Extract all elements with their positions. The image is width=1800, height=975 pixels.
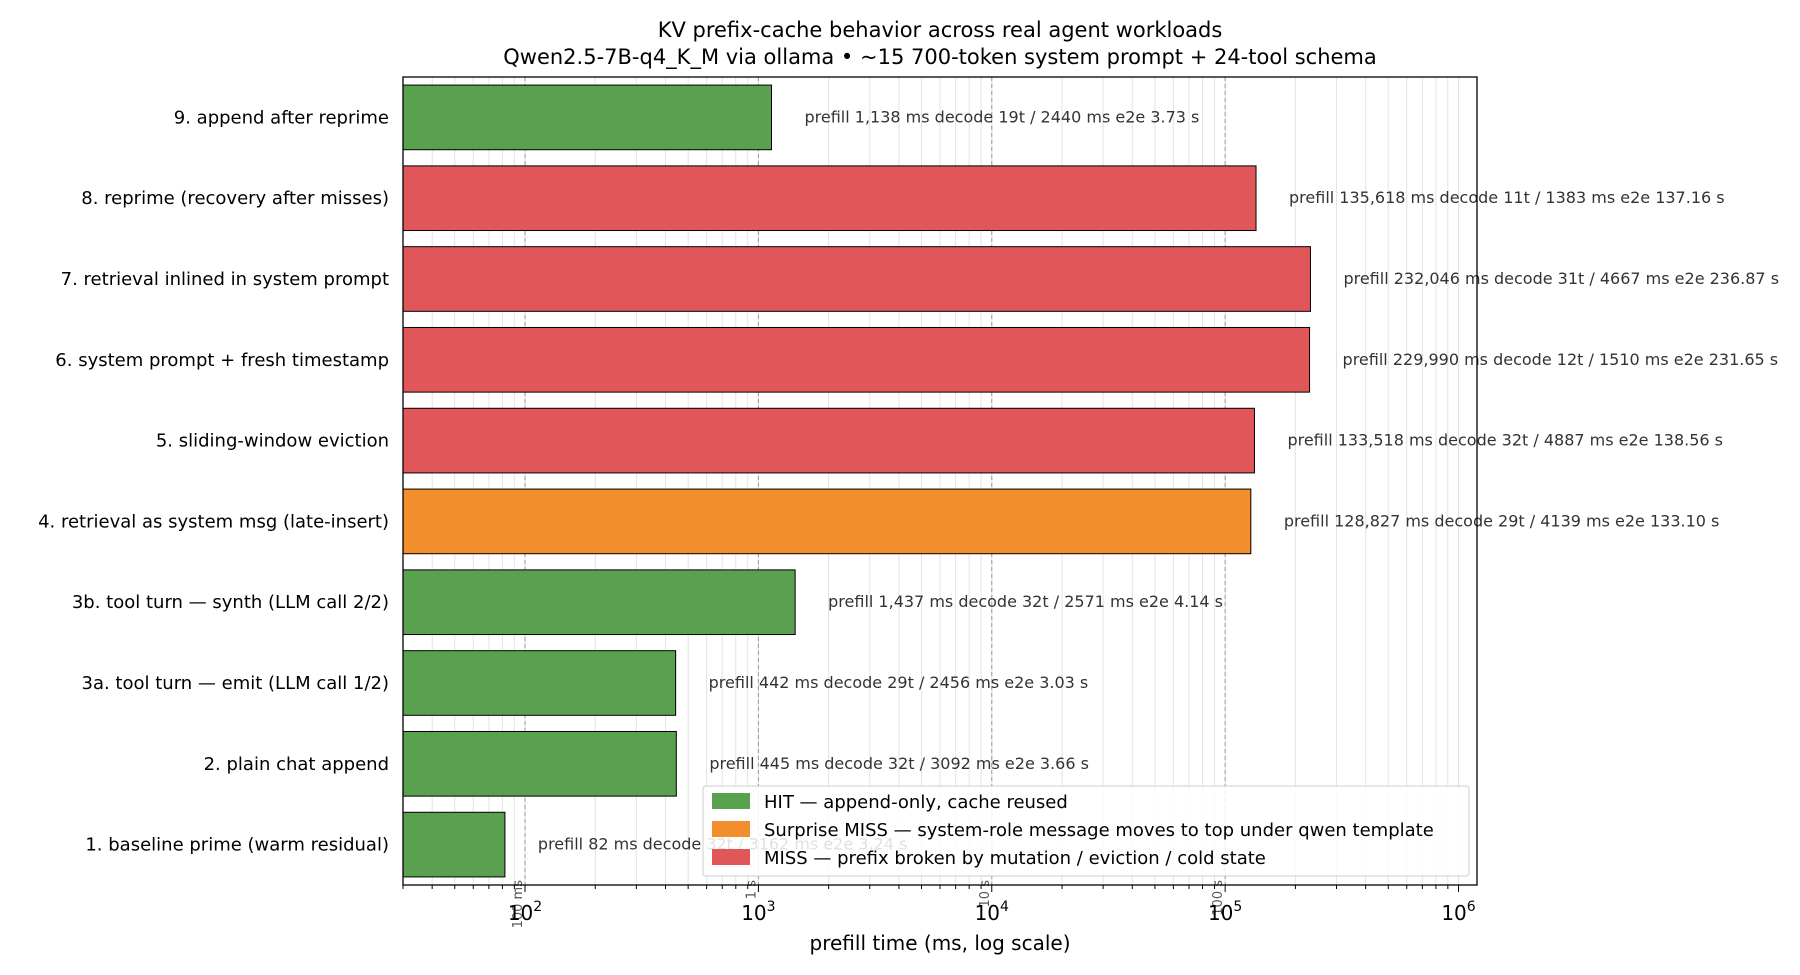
legend-swatch — [712, 793, 750, 809]
bars — [402, 84, 1311, 878]
bar-annotation: prefill 445 ms decode 32t / 3092 ms e2e … — [709, 754, 1089, 773]
bar-annotation: prefill 1,138 ms decode 19t / 2440 ms e2… — [805, 107, 1200, 126]
legend-label: MISS — prefix broken by mutation / evict… — [764, 848, 1266, 869]
bar — [402, 488, 1252, 555]
chart-title: KV prefix-cache behavior across real age… — [658, 18, 1223, 42]
x-tick-label: 104 — [975, 899, 1009, 925]
bar-annotation: prefill 133,518 ms decode 32t / 4887 ms … — [1287, 431, 1723, 450]
legend: HIT — append-only, cache reused Surprise … — [702, 785, 1470, 877]
bar-annotation: prefill 135,618 ms decode 11t / 1383 ms … — [1289, 188, 1725, 207]
category-label: 4. retrieval as system msg (late-insert) — [38, 511, 389, 532]
bar-annotation: prefill 232,046 ms decode 31t / 4667 ms … — [1343, 269, 1779, 288]
category-label: 3a. tool turn — emit (LLM call 1/2) — [82, 673, 390, 694]
bar-annotation: prefill 128,827 ms decode 29t / 4139 ms … — [1284, 511, 1720, 530]
x-tick-label: 105 — [1208, 899, 1242, 925]
x-tick-label: 103 — [741, 899, 775, 925]
x-axis-label: prefill time (ms, log scale) — [810, 931, 1071, 955]
bar — [402, 84, 773, 151]
category-label: 5. sliding-window eviction — [156, 431, 389, 452]
chart-subtitle: Qwen2.5-7B-q4_K_M via ollama • ~15 700-t… — [503, 45, 1377, 70]
bar — [402, 165, 1257, 232]
category-label: 9. append after reprime — [174, 107, 389, 128]
legend-label: Surprise MISS — system-role message move… — [764, 820, 1434, 841]
bar — [402, 811, 506, 878]
legend-label: HIT — append-only, cache reused — [764, 792, 1068, 813]
reference-line-label: 1 s — [744, 880, 759, 899]
bar-annotation: prefill 1,437 ms decode 32t / 2571 ms e2… — [828, 592, 1223, 611]
category-label: 6. system prompt + fresh timestamp — [55, 350, 389, 371]
reference-line-label: 100 ms — [511, 880, 526, 929]
legend-box — [702, 785, 1470, 877]
x-tick-label: 106 — [1441, 899, 1475, 925]
legend-swatch — [712, 849, 750, 865]
category-label: 3b. tool turn — synth (LLM call 2/2) — [72, 592, 389, 613]
bar-annotation: prefill 442 ms decode 29t / 2456 ms e2e … — [709, 673, 1089, 692]
bar — [402, 730, 677, 797]
bar — [402, 407, 1255, 474]
x-tick-label: 102 — [508, 899, 542, 925]
bar-annotation: prefill 229,990 ms decode 12t / 1510 ms … — [1343, 350, 1779, 369]
legend-swatch — [712, 821, 750, 837]
bar — [402, 569, 796, 636]
bar — [402, 326, 1311, 393]
category-label: 8. reprime (recovery after misses) — [81, 188, 389, 209]
category-label: 1. baseline prime (warm residual) — [85, 835, 389, 856]
bar — [402, 650, 677, 716]
bar — [402, 246, 1311, 312]
category-labels: 1. baseline prime (warm residual) 2. plai… — [38, 107, 389, 855]
x-axis-ticks: 102 103 104 105 106 — [402, 885, 1476, 925]
category-label: 7. retrieval inlined in system prompt — [61, 269, 389, 290]
category-label: 2. plain chat append — [204, 754, 389, 775]
